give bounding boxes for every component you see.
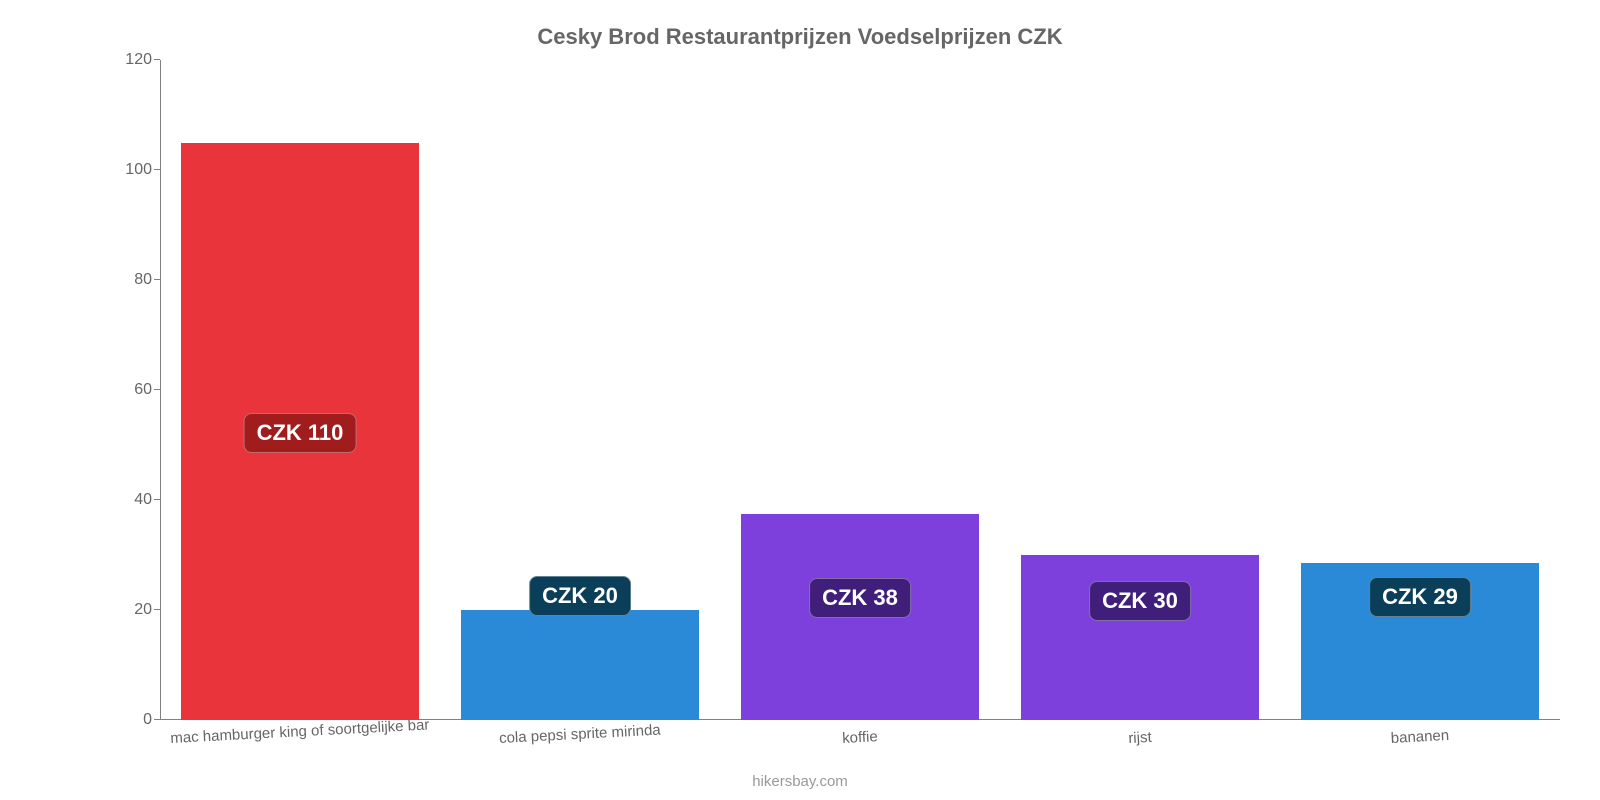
y-tick-mark — [154, 59, 160, 60]
y-tick-mark — [154, 719, 160, 720]
bar — [461, 610, 699, 720]
y-tick-mark — [154, 169, 160, 170]
x-tick-label: koffie — [842, 728, 878, 747]
y-tick-label: 100 — [104, 161, 152, 179]
value-badge: CZK 38 — [809, 578, 911, 618]
plot-area: 020406080100120 mac hamburger king of so… — [160, 60, 1560, 720]
y-tick-label: 60 — [104, 381, 152, 399]
x-tick-label: mac hamburger king of soortgelijke bar — [170, 716, 430, 747]
y-tick-mark — [154, 279, 160, 280]
y-tick-label: 120 — [104, 51, 152, 69]
attribution-text: hikersbay.com — [0, 773, 1600, 790]
y-axis-line — [160, 60, 161, 720]
y-tick-mark — [154, 499, 160, 500]
bar — [1021, 555, 1259, 720]
y-tick-label: 40 — [104, 491, 152, 509]
value-badge: CZK 110 — [244, 413, 357, 453]
value-badge: CZK 30 — [1089, 581, 1191, 621]
y-tick-label: 80 — [104, 271, 152, 289]
y-tick-label: 0 — [104, 711, 152, 729]
x-tick-label: bananen — [1390, 727, 1449, 747]
y-tick-mark — [154, 609, 160, 610]
chart-title: Cesky Brod Restaurantprijzen Voedselprij… — [0, 24, 1600, 50]
value-badge: CZK 20 — [529, 576, 631, 616]
x-tick-label: rijst — [1128, 729, 1152, 747]
y-tick-mark — [154, 389, 160, 390]
value-badge: CZK 29 — [1369, 577, 1471, 617]
x-tick-label: cola pepsi sprite mirinda — [499, 722, 661, 747]
y-tick-label: 20 — [104, 601, 152, 619]
